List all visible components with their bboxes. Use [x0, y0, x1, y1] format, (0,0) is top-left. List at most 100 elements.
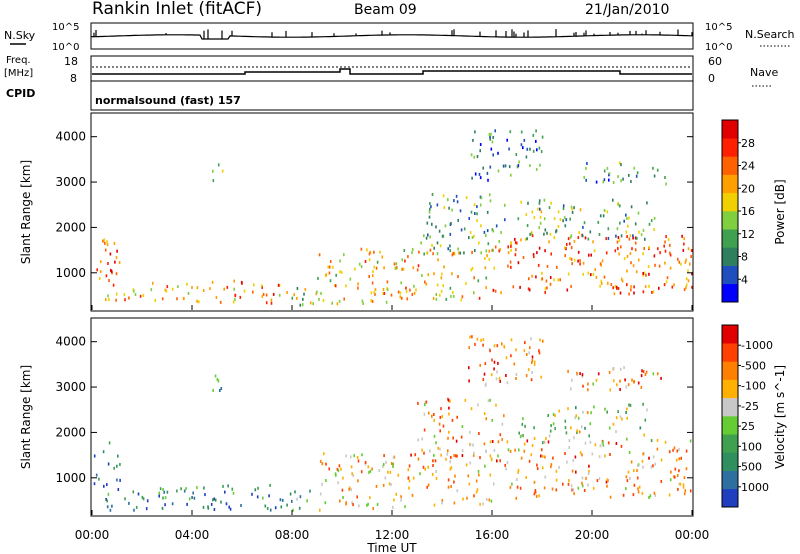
heatmap-cell [486, 171, 489, 175]
heatmap-cell [676, 449, 679, 453]
heatmap-cell [232, 491, 235, 495]
heatmap-cell [118, 261, 121, 265]
heatmap-cell [196, 286, 199, 290]
heatmap-cell [431, 193, 434, 196]
heatmap-cell [483, 230, 486, 234]
heatmap-cell [675, 458, 678, 462]
heatmap-cell [304, 288, 307, 291]
heatmap-cell [579, 262, 581, 266]
heatmap-cell [212, 179, 215, 183]
heatmap-cell [646, 408, 648, 412]
heatmap-cell [165, 289, 168, 293]
heatmap-cell [162, 488, 164, 491]
heatmap-cell [435, 441, 437, 445]
heatmap-cell [567, 482, 570, 486]
heatmap-cell [642, 252, 644, 256]
heatmap-cell [622, 493, 625, 497]
heatmap-cell [447, 478, 450, 482]
heatmap-cell [116, 249, 118, 253]
heatmap-cell [415, 288, 417, 292]
heatmap-cell [669, 266, 672, 270]
heatmap-cell [397, 290, 400, 294]
heatmap-cell [573, 239, 576, 243]
heatmap-cell [93, 482, 96, 486]
heatmap-cell [477, 403, 479, 407]
heatmap-cell [471, 266, 474, 270]
heatmap-cell [474, 130, 476, 134]
heatmap-cell [537, 207, 539, 211]
heatmap-cell [105, 498, 107, 501]
y-tick-label: 4000 [55, 130, 86, 144]
heatmap-cell [429, 248, 432, 252]
heatmap-cell [570, 257, 573, 261]
heatmap-cell [203, 486, 205, 490]
heatmap-cell [625, 487, 627, 491]
heatmap-cell [549, 276, 552, 279]
heatmap-cell [625, 411, 627, 414]
heatmap-cell [104, 248, 107, 252]
heatmap-cell [442, 424, 445, 428]
heatmap-cell [369, 250, 372, 254]
colorbar-tick-label: 24 [741, 160, 755, 173]
heatmap-cell [632, 234, 634, 238]
heatmap-cell [265, 301, 268, 305]
heatmap-cell [392, 455, 395, 459]
heatmap-cell [543, 198, 546, 202]
heatmap-cell [162, 496, 164, 500]
heatmap-cell [626, 437, 628, 441]
heatmap-cell [581, 234, 584, 238]
heatmap-cell [598, 233, 601, 236]
heatmap-cell [680, 456, 682, 460]
heatmap-cell [486, 229, 489, 233]
heatmap-cell [585, 178, 587, 182]
heatmap-cell [371, 281, 374, 285]
heatmap-cell [152, 281, 154, 285]
velocity-ylabel: Slant Range [km] [19, 365, 33, 469]
heatmap-cell [260, 284, 263, 288]
heatmap-cell [627, 383, 630, 387]
heatmap-cell [411, 293, 414, 296]
heatmap-cell [602, 214, 605, 218]
heatmap-cell [461, 449, 464, 453]
heatmap-cell [488, 498, 491, 502]
heatmap-cell [494, 289, 497, 293]
heatmap-cell [479, 143, 482, 146]
heatmap-cell [503, 414, 505, 418]
heatmap-cell [616, 227, 619, 231]
heatmap-cell [193, 496, 196, 500]
heatmap-cell [579, 259, 581, 263]
heatmap-cell [531, 210, 534, 214]
colorbar-segment [722, 325, 738, 344]
heatmap-cell [234, 294, 237, 298]
heatmap-cell [642, 290, 645, 294]
heatmap-cell [631, 378, 633, 382]
heatmap-cell [100, 260, 102, 264]
heatmap-cell [641, 459, 644, 463]
freq-trace [92, 68, 692, 75]
heatmap-cell [553, 236, 556, 240]
heatmap-cell [358, 504, 360, 508]
heatmap-cell [507, 251, 510, 255]
heatmap-cell [428, 210, 431, 214]
heatmap-cell [568, 479, 570, 482]
heatmap-cell [357, 286, 359, 290]
heatmap-cell [644, 285, 647, 289]
heatmap-cell [514, 448, 516, 452]
heatmap-cell [485, 234, 487, 237]
heatmap-cell [629, 403, 632, 407]
heatmap-cell [604, 454, 606, 458]
heatmap-cell [382, 465, 384, 468]
heatmap-cell [575, 470, 577, 474]
heatmap-cell [642, 228, 645, 232]
heatmap-cell [587, 483, 589, 487]
heatmap-cell [433, 418, 435, 422]
heatmap-cell [436, 252, 439, 256]
heatmap-cell [606, 210, 609, 214]
heatmap-cell [505, 467, 507, 471]
heatmap-cell [456, 454, 458, 458]
heatmap-cell [538, 146, 541, 150]
heatmap-cell [191, 496, 193, 499]
heatmap-cell [331, 301, 333, 305]
heatmap-cell [429, 202, 431, 206]
heatmap-cell [530, 378, 533, 382]
